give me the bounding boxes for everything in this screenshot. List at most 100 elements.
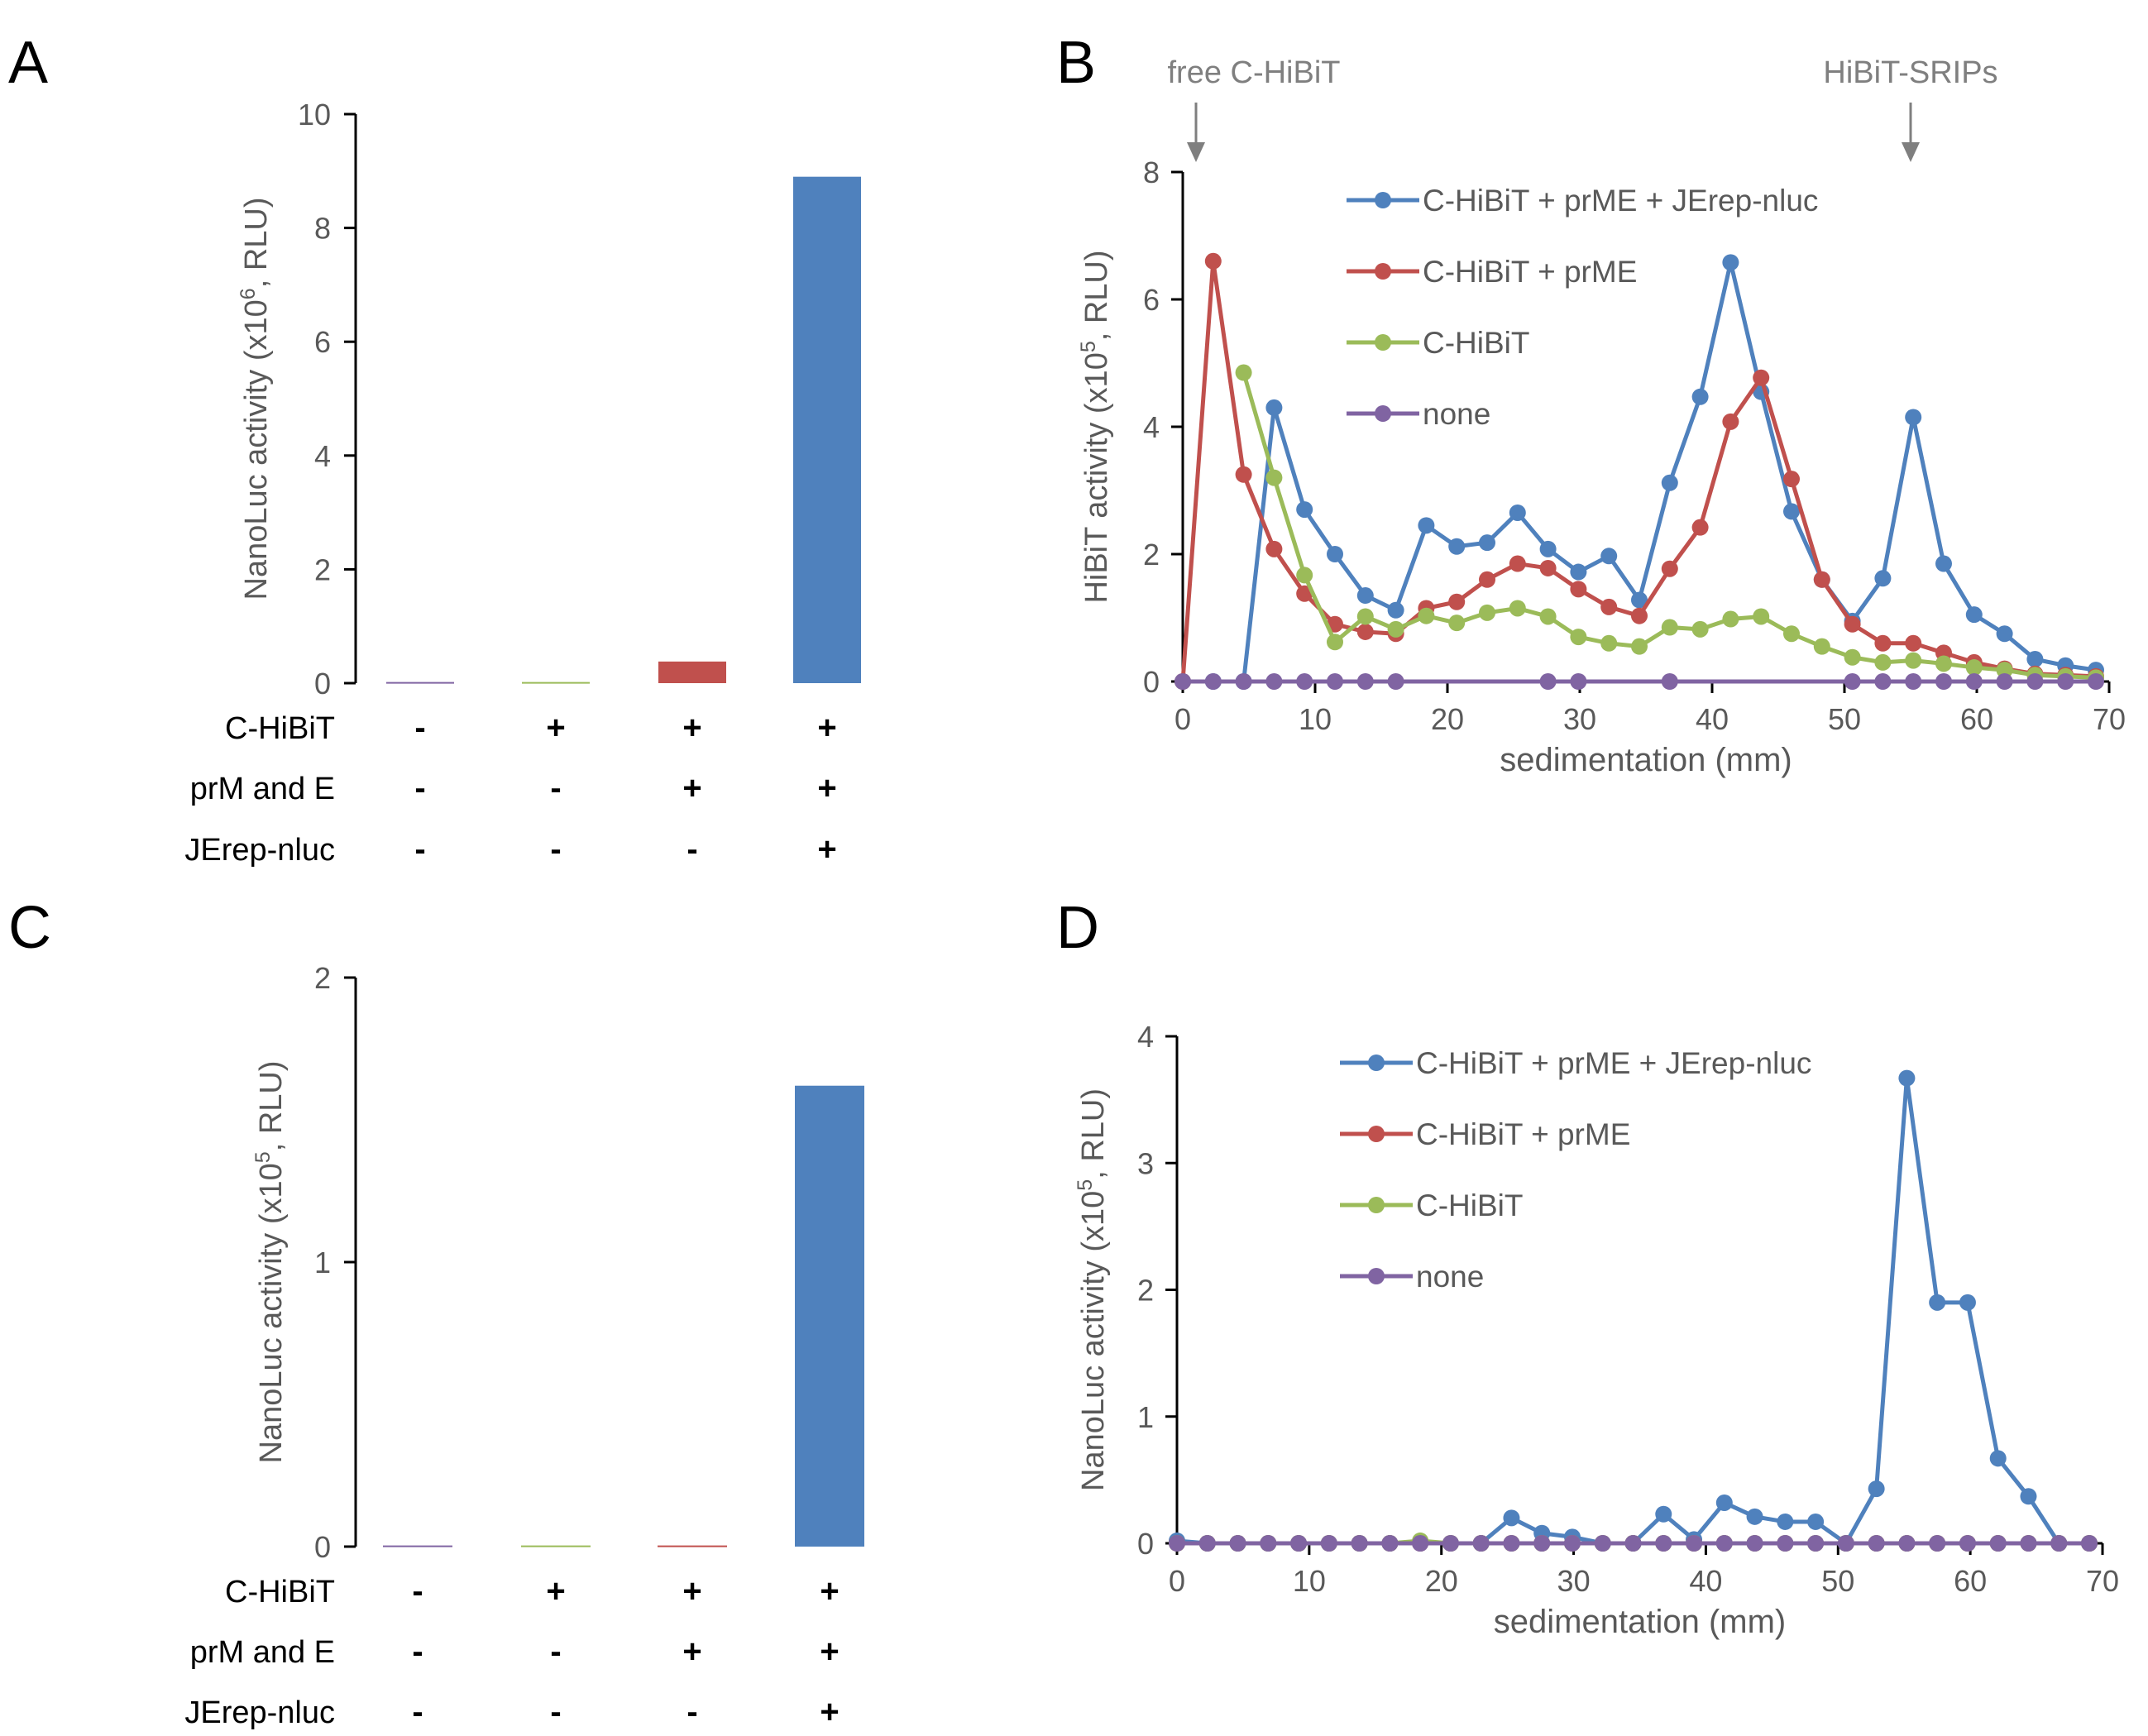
data-point: [1959, 1535, 1976, 1552]
data-point: [1661, 673, 1678, 690]
condition-label: prM and E: [190, 772, 335, 806]
data-point: [1296, 673, 1313, 690]
data-point: [1387, 673, 1404, 690]
data-point: [1989, 1535, 2007, 1552]
legend-label: C-HiBiT: [1416, 1188, 1523, 1222]
condition-mark: +: [820, 1694, 839, 1730]
data-point: [1204, 673, 1222, 690]
data-point: [1509, 555, 1526, 572]
data-point: [1844, 648, 1861, 666]
x-tick-label: 50: [1821, 1564, 1854, 1598]
condition-mark: -: [550, 1633, 561, 1670]
data-point: [1783, 471, 1800, 488]
data-point: [2020, 1535, 2037, 1552]
condition-mark: +: [817, 770, 836, 806]
data-point: [1661, 619, 1678, 636]
data-point: [1996, 662, 2013, 679]
data-point: [1905, 652, 1922, 669]
data-point: [1935, 673, 1952, 690]
data-point: [1174, 673, 1191, 690]
data-point: [1898, 1069, 1916, 1087]
data-point: [1570, 629, 1587, 646]
data-point: [1229, 1535, 1246, 1552]
condition-label: JErep-nluc: [184, 833, 335, 868]
panel-letter: A: [8, 30, 48, 96]
panel-C: C 0 1 2 NanoLuc activity (x105, RLU) C-HiBiT -…: [8, 895, 864, 1730]
bar: [793, 176, 861, 683]
condition-label: prM and E: [190, 1635, 335, 1670]
legend-label: C-HiBiT + prME + JErep-nluc: [1416, 1046, 1811, 1080]
data-point: [1381, 1535, 1399, 1552]
condition-mark: +: [820, 1573, 839, 1609]
data-point: [1356, 608, 1374, 625]
data-point: [1837, 1535, 1854, 1552]
data-point: [1631, 638, 1648, 655]
y-tick-label: 2: [314, 552, 331, 586]
y-tick-label: 1: [1137, 1400, 1154, 1434]
data-point: [1905, 673, 1922, 690]
data-point: [1722, 413, 1739, 430]
data-point: [1296, 501, 1313, 519]
y-axis-label: HiBiT activity (x105, RLU): [1077, 250, 1114, 603]
x-tick-label: 60: [1954, 1564, 1987, 1598]
data-point: [1356, 623, 1374, 640]
condition-label: C-HiBiT: [225, 1575, 335, 1609]
data-point: [1783, 503, 1800, 520]
data-point: [1905, 409, 1922, 426]
data-point: [1715, 1535, 1733, 1552]
y-axis-label: NanoLuc activity (x106, RLU): [237, 198, 274, 600]
condition-mark: -: [412, 1633, 423, 1670]
data-point: [2088, 673, 2104, 690]
data-point: [1265, 399, 1283, 416]
legend-marker: [1375, 192, 1391, 208]
data-point: [1260, 1535, 1277, 1552]
legend-marker: [1375, 334, 1391, 351]
data-point: [2081, 1535, 2098, 1552]
condition-mark: -: [412, 1694, 423, 1730]
data-point: [1989, 1450, 2007, 1467]
data-point: [1874, 673, 1892, 690]
x-tick-label: 0: [1169, 1564, 1185, 1598]
legend-label: C-HiBiT: [1423, 326, 1529, 360]
data-point: [1686, 1535, 1703, 1552]
y-tick-label: 10: [298, 98, 331, 132]
data-point: [1539, 608, 1557, 625]
data-point: [1539, 540, 1557, 557]
data-point: [1442, 1535, 1459, 1552]
data-point: [1783, 625, 1800, 643]
y-tick-label: 8: [314, 212, 331, 246]
data-point: [1479, 534, 1495, 552]
data-point: [1327, 546, 1343, 562]
x-tick-label: 20: [1425, 1564, 1458, 1598]
data-point: [1874, 634, 1892, 652]
data-point: [1777, 1535, 1794, 1552]
condition-mark: -: [412, 1573, 423, 1609]
x-tick-label: 70: [2086, 1564, 2119, 1598]
data-point: [1327, 673, 1343, 690]
data-point: [1691, 620, 1709, 638]
data-point: [1570, 673, 1587, 690]
data-point: [1691, 519, 1709, 536]
data-point: [1472, 1535, 1490, 1552]
data-point: [1813, 638, 1830, 655]
data-point: [1661, 560, 1678, 577]
data-point: [1509, 600, 1526, 617]
data-point: [1387, 620, 1404, 638]
y-tick-label: 0: [314, 667, 331, 701]
data-point: [1996, 673, 2013, 690]
bar: [386, 681, 454, 684]
panel-letter: C: [8, 895, 51, 961]
data-point: [1959, 1294, 1976, 1311]
data-point: [1965, 659, 1983, 677]
data-point: [1655, 1505, 1672, 1523]
condition-mark: -: [414, 770, 425, 806]
data-point: [1655, 1535, 1672, 1552]
data-point: [1631, 591, 1648, 609]
series-line: [1176, 1076, 2090, 1546]
data-point: [1327, 634, 1343, 651]
data-point: [1356, 673, 1374, 690]
panel-A: A 0 2 4 6 8 10 NanoLuc activity (x106, RLU) C-Hi…: [8, 30, 861, 868]
data-point: [1722, 610, 1739, 628]
data-point: [2050, 1535, 2068, 1552]
data-point: [1265, 469, 1283, 486]
